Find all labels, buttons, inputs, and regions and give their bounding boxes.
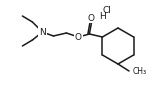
Text: O: O <box>88 14 95 23</box>
Text: H: H <box>99 11 105 20</box>
Text: Cl: Cl <box>103 5 111 15</box>
Text: CH₃: CH₃ <box>133 68 147 77</box>
Text: N: N <box>39 28 46 36</box>
Text: O: O <box>75 33 82 41</box>
